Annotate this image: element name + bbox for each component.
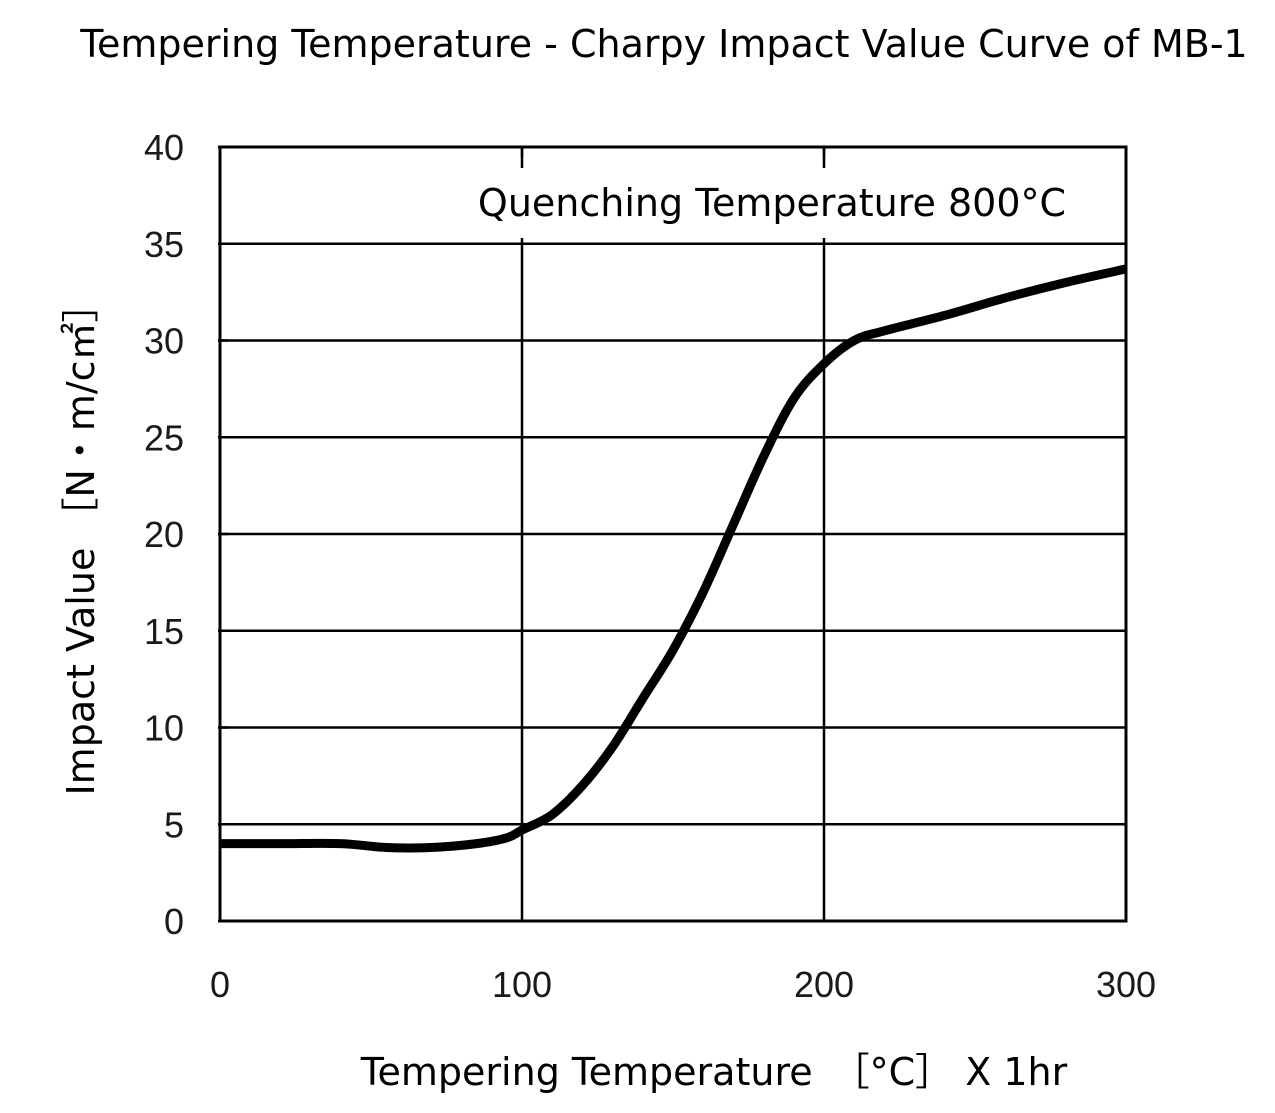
y-tick-label: 40 <box>144 127 184 168</box>
chart-title: Tempering Temperature - Charpy Impact Va… <box>79 22 1247 66</box>
x-tick-label: 100 <box>492 964 552 1005</box>
x-tick-label: 0 <box>210 964 230 1005</box>
annotation-label: Quenching Temperature 800°C <box>478 181 1066 225</box>
x-tick-label: 200 <box>794 964 854 1005</box>
y-tick-label: 5 <box>164 804 184 845</box>
y-tick-label: 25 <box>144 417 184 458</box>
y-tick-label: 35 <box>144 224 184 265</box>
y-tick-label: 10 <box>144 708 184 749</box>
x-tick-label: 300 <box>1096 964 1156 1005</box>
y-tick-label: 15 <box>144 611 184 652</box>
series-layer <box>220 264 1127 853</box>
x-axis-label: Tempering Temperature ［°C］ X 1hr <box>360 1050 1068 1094</box>
series-line-0 <box>220 264 1127 853</box>
x-tick-labels: 0 100 200 300 <box>210 964 1156 1005</box>
annotation-background <box>434 168 1124 238</box>
y-tick-labels: 0 5 10 15 20 25 30 35 40 <box>144 127 184 942</box>
y-tick-label: 0 <box>164 901 184 942</box>
y-axis-label: Impact Value ［N・m/c㎡］ <box>59 284 103 795</box>
plot-border <box>218 145 1128 923</box>
y-tick-label: 30 <box>144 321 184 362</box>
plot-frame <box>218 145 1128 923</box>
grid-layer <box>218 145 1128 923</box>
y-tick-label: 20 <box>144 514 184 555</box>
